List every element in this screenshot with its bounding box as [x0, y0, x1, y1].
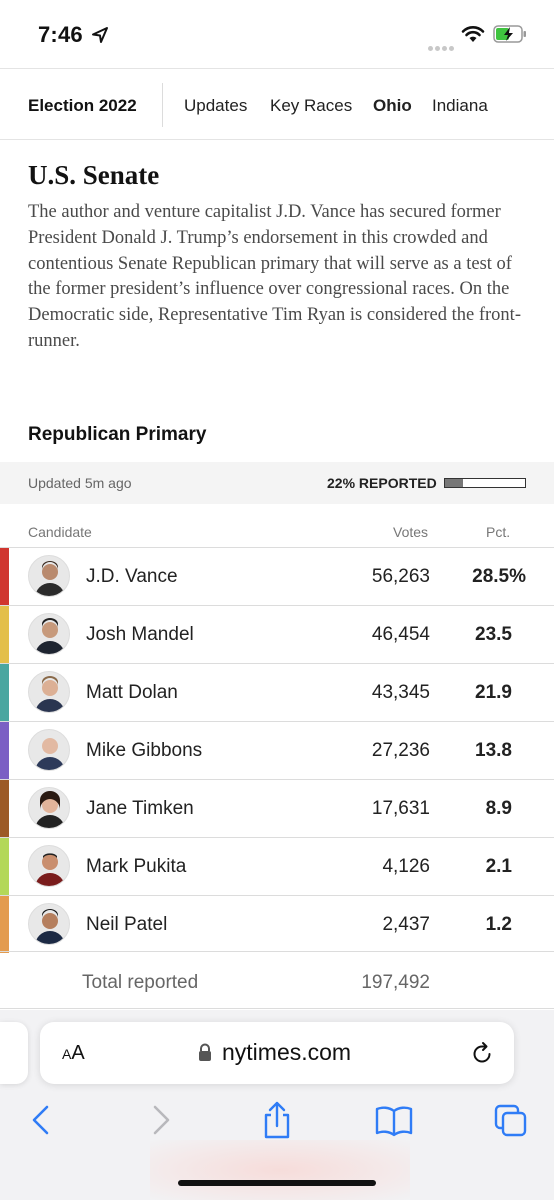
location-arrow-icon	[92, 27, 108, 43]
column-header-votes: Votes	[393, 524, 429, 540]
candidate-votes: 4,126	[382, 856, 430, 877]
reported-label: 22% REPORTED	[327, 475, 437, 491]
candidate-name: Josh Mandel	[86, 624, 194, 645]
table-row: Mark Pukita 4,126 2.1	[0, 837, 554, 895]
home-glow	[150, 1140, 410, 1200]
battery-charging-icon	[493, 25, 526, 43]
previous-tab-peek[interactable]	[0, 1022, 28, 1084]
avatar	[28, 729, 70, 771]
reported-progress-bar	[444, 478, 526, 488]
candidate-name: Jane Timken	[86, 798, 194, 819]
avatar	[28, 555, 70, 597]
bookmarks-icon[interactable]	[374, 1100, 414, 1140]
total-row: Total reported 197,492	[0, 951, 554, 1009]
page-title: U.S. Senate	[28, 160, 160, 190]
avatar	[28, 787, 70, 829]
candidate-votes: 17,631	[371, 798, 430, 819]
lock-icon	[199, 1043, 211, 1061]
candidate-votes: 2,437	[382, 914, 430, 935]
election-nav: Election 2022 Updates Key Races Ohio Ind…	[0, 68, 554, 140]
candidate-color-swatch	[0, 838, 9, 895]
total-votes: 197,492	[361, 972, 430, 993]
home-indicator[interactable]	[178, 1180, 376, 1186]
updated-timestamp: Updated 5m ago	[28, 475, 132, 491]
candidate-color-swatch	[0, 548, 9, 605]
avatar	[28, 845, 70, 887]
reported-progress-fill	[445, 479, 463, 487]
candidate-votes: 27,236	[371, 740, 430, 761]
nav-item-ohio[interactable]: Ohio	[373, 96, 412, 115]
candidate-color-swatch	[0, 780, 9, 837]
share-icon[interactable]	[257, 1100, 297, 1140]
candidate-votes: 46,454	[371, 624, 430, 645]
candidate-pct: 2.1	[485, 856, 512, 877]
candidate-color-swatch	[0, 722, 9, 779]
total-label: Total reported	[82, 972, 199, 993]
nav-divider	[162, 83, 163, 127]
nav-item-updates[interactable]: Updates	[184, 96, 248, 115]
nav-item-indiana[interactable]: Indiana	[432, 96, 488, 115]
candidate-pct: 13.8	[475, 740, 512, 761]
candidate-name: Mark Pukita	[86, 856, 187, 877]
candidate-pct: 8.9	[485, 798, 512, 819]
url-text[interactable]: nytimes.com	[222, 1039, 352, 1065]
table-row: Matt Dolan 43,345 21.9	[0, 663, 554, 721]
cellular-signal-icon	[428, 38, 456, 56]
table-row: Neil Patel 2,437 1.2	[0, 895, 554, 953]
table-row: Mike Gibbons 27,236 13.8	[0, 721, 554, 779]
candidate-pct: 23.5	[475, 624, 512, 645]
candidate-votes: 56,263	[371, 566, 430, 587]
reload-icon[interactable]	[470, 1041, 494, 1065]
avatar	[28, 671, 70, 713]
candidate-votes: 43,345	[371, 682, 430, 703]
candidate-pct: 28.5%	[472, 566, 526, 587]
table-row: J.D. Vance 56,263 28.5%	[0, 547, 554, 605]
candidate-name: J.D. Vance	[86, 566, 178, 587]
candidate-pct: 21.9	[475, 682, 512, 703]
avatar	[28, 903, 70, 945]
wifi-icon	[461, 26, 485, 42]
candidate-name: Neil Patel	[86, 914, 168, 935]
candidate-pct: 1.2	[485, 914, 512, 935]
forward-icon[interactable]	[140, 1100, 180, 1140]
column-header-pct: Pct.	[486, 524, 511, 540]
tabs-icon[interactable]	[492, 1100, 532, 1140]
nav-item-key-races[interactable]: Key Races	[270, 96, 353, 115]
candidate-color-swatch	[0, 664, 9, 721]
update-bar: Updated 5m ago 22% REPORTED	[0, 462, 554, 504]
text-size-button[interactable]: AA	[62, 1042, 85, 1064]
candidate-name: Matt Dolan	[86, 682, 178, 703]
column-header-candidate: Candidate	[28, 524, 92, 540]
table-row: Jane Timken 17,631 8.9	[0, 779, 554, 837]
back-icon[interactable]	[22, 1100, 62, 1140]
section-title: Republican Primary	[28, 424, 207, 445]
address-bar[interactable]: AA nytimes.com	[40, 1022, 514, 1084]
race-summary: The author and venture capitalist J.D. V…	[28, 202, 521, 351]
candidate-color-swatch	[0, 896, 9, 953]
candidate-name: Mike Gibbons	[86, 740, 203, 761]
table-row: Josh Mandel 46,454 23.5	[0, 605, 554, 663]
status-bar: 7:46	[0, 0, 554, 68]
status-time: 7:46	[38, 22, 83, 47]
avatar	[28, 613, 70, 655]
candidate-color-swatch	[0, 606, 9, 663]
browser-toolbar: AA nytimes.com	[0, 1010, 554, 1200]
nav-title[interactable]: Election 2022	[28, 96, 137, 115]
